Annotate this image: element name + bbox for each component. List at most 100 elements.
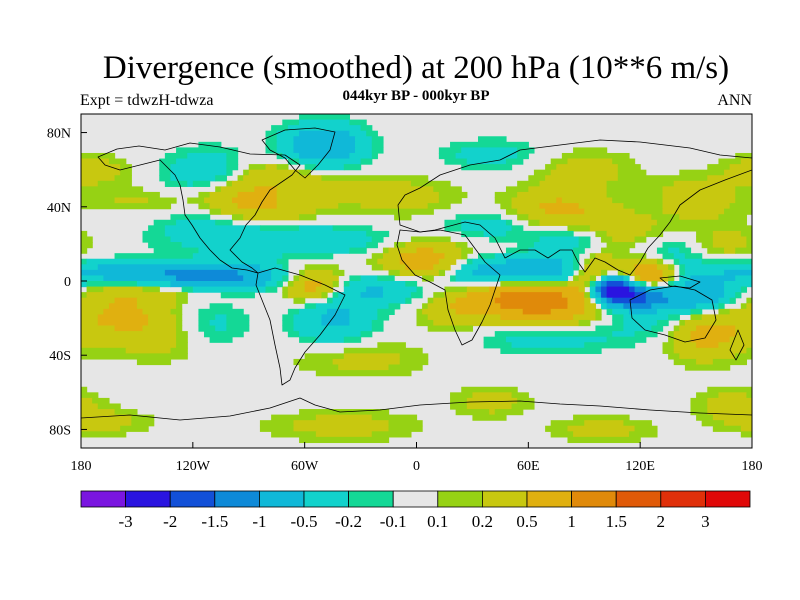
field-cell bbox=[684, 253, 703, 260]
field-cell bbox=[712, 358, 748, 366]
field-cell bbox=[505, 208, 518, 215]
field-cell bbox=[349, 308, 378, 315]
field-cell bbox=[668, 353, 680, 360]
field-cell bbox=[287, 281, 295, 288]
field-cell bbox=[623, 303, 652, 310]
field-cell bbox=[416, 247, 434, 254]
field-cell bbox=[740, 230, 752, 238]
field-cell bbox=[595, 281, 602, 288]
colorbar-swatch bbox=[169, 490, 216, 508]
field-cell bbox=[198, 319, 211, 327]
field-cell bbox=[662, 347, 675, 354]
field-cell bbox=[142, 308, 172, 315]
field-cell bbox=[176, 147, 239, 154]
y-tick-label: 80S bbox=[49, 423, 71, 438]
field-cell bbox=[81, 186, 144, 193]
field-cell bbox=[595, 253, 613, 260]
field-cell bbox=[187, 152, 227, 160]
field-cell bbox=[746, 242, 752, 249]
field-cell bbox=[690, 336, 731, 343]
colorbar-swatch bbox=[705, 490, 751, 508]
colorbar-swatch bbox=[615, 490, 662, 508]
field-cell bbox=[108, 158, 127, 165]
field-cell bbox=[220, 208, 317, 215]
field-cell bbox=[455, 242, 468, 249]
field-cell bbox=[718, 392, 748, 399]
field-cell bbox=[651, 225, 752, 232]
field-cell bbox=[360, 292, 384, 299]
field-cell bbox=[81, 342, 177, 349]
field-cell bbox=[327, 308, 350, 315]
field-cell bbox=[327, 297, 334, 304]
field-cell bbox=[601, 292, 608, 299]
field-cell bbox=[114, 175, 132, 182]
field-cell bbox=[455, 409, 490, 416]
coast-antarctica bbox=[81, 397, 752, 421]
field-cell bbox=[388, 425, 423, 432]
colorbar-swatch bbox=[481, 490, 528, 508]
field-cell bbox=[304, 264, 339, 271]
field-cell bbox=[561, 258, 574, 265]
field-cell bbox=[746, 347, 752, 354]
field-cell bbox=[724, 208, 752, 215]
field-cell bbox=[444, 158, 468, 165]
field-cell bbox=[712, 414, 752, 421]
field-cell bbox=[612, 158, 636, 165]
field-cell bbox=[450, 275, 457, 282]
field-cell bbox=[349, 314, 378, 321]
field-cell bbox=[701, 314, 752, 321]
field-cell bbox=[321, 175, 429, 182]
field-cell bbox=[86, 286, 104, 293]
field-cell bbox=[349, 247, 367, 254]
field-cell bbox=[81, 164, 121, 171]
field-cell bbox=[511, 403, 535, 410]
field-cell bbox=[81, 397, 93, 405]
field-cell bbox=[561, 292, 585, 299]
field-cell bbox=[343, 353, 401, 360]
field-cell bbox=[707, 164, 731, 171]
field-cell bbox=[662, 275, 669, 282]
field-cell bbox=[271, 275, 283, 282]
field-cell bbox=[584, 258, 591, 265]
field-cell bbox=[461, 247, 474, 254]
field-cell bbox=[276, 197, 440, 204]
field-cell bbox=[371, 147, 384, 154]
field-cell bbox=[92, 397, 110, 405]
field-cell bbox=[656, 219, 748, 226]
field-cell bbox=[690, 409, 708, 416]
field-cell bbox=[578, 319, 591, 327]
field-cell bbox=[578, 242, 591, 249]
field-cell bbox=[81, 281, 88, 288]
field-cell bbox=[584, 292, 591, 299]
field-cell bbox=[416, 319, 434, 327]
field-cell bbox=[349, 152, 373, 160]
field-cell bbox=[120, 169, 132, 176]
field-cell bbox=[673, 331, 692, 338]
field-cell bbox=[366, 286, 384, 293]
coast-south-america bbox=[255, 267, 346, 386]
colorbar-swatch bbox=[303, 490, 349, 508]
field-cell bbox=[696, 230, 714, 238]
field-cell bbox=[299, 152, 350, 160]
field-cell bbox=[707, 397, 752, 405]
field-cell bbox=[718, 342, 752, 349]
field-cell bbox=[455, 297, 496, 304]
field-cell bbox=[360, 125, 373, 132]
field-cell bbox=[696, 414, 714, 421]
field-cell bbox=[304, 353, 345, 360]
field-cell bbox=[729, 203, 752, 210]
field-cell bbox=[114, 253, 194, 260]
coast-europe-asia bbox=[397, 139, 752, 276]
field-cell bbox=[589, 292, 597, 299]
field-cell bbox=[472, 269, 563, 277]
field-cell bbox=[81, 242, 93, 249]
field-cell bbox=[136, 281, 172, 288]
field-cell bbox=[517, 191, 608, 199]
field-cell bbox=[287, 331, 300, 338]
field-cell bbox=[612, 319, 624, 327]
field-cell bbox=[651, 281, 658, 288]
field-cell bbox=[461, 164, 513, 171]
field-cell bbox=[81, 319, 99, 327]
field-cell bbox=[293, 136, 356, 143]
field-cell bbox=[226, 325, 250, 332]
